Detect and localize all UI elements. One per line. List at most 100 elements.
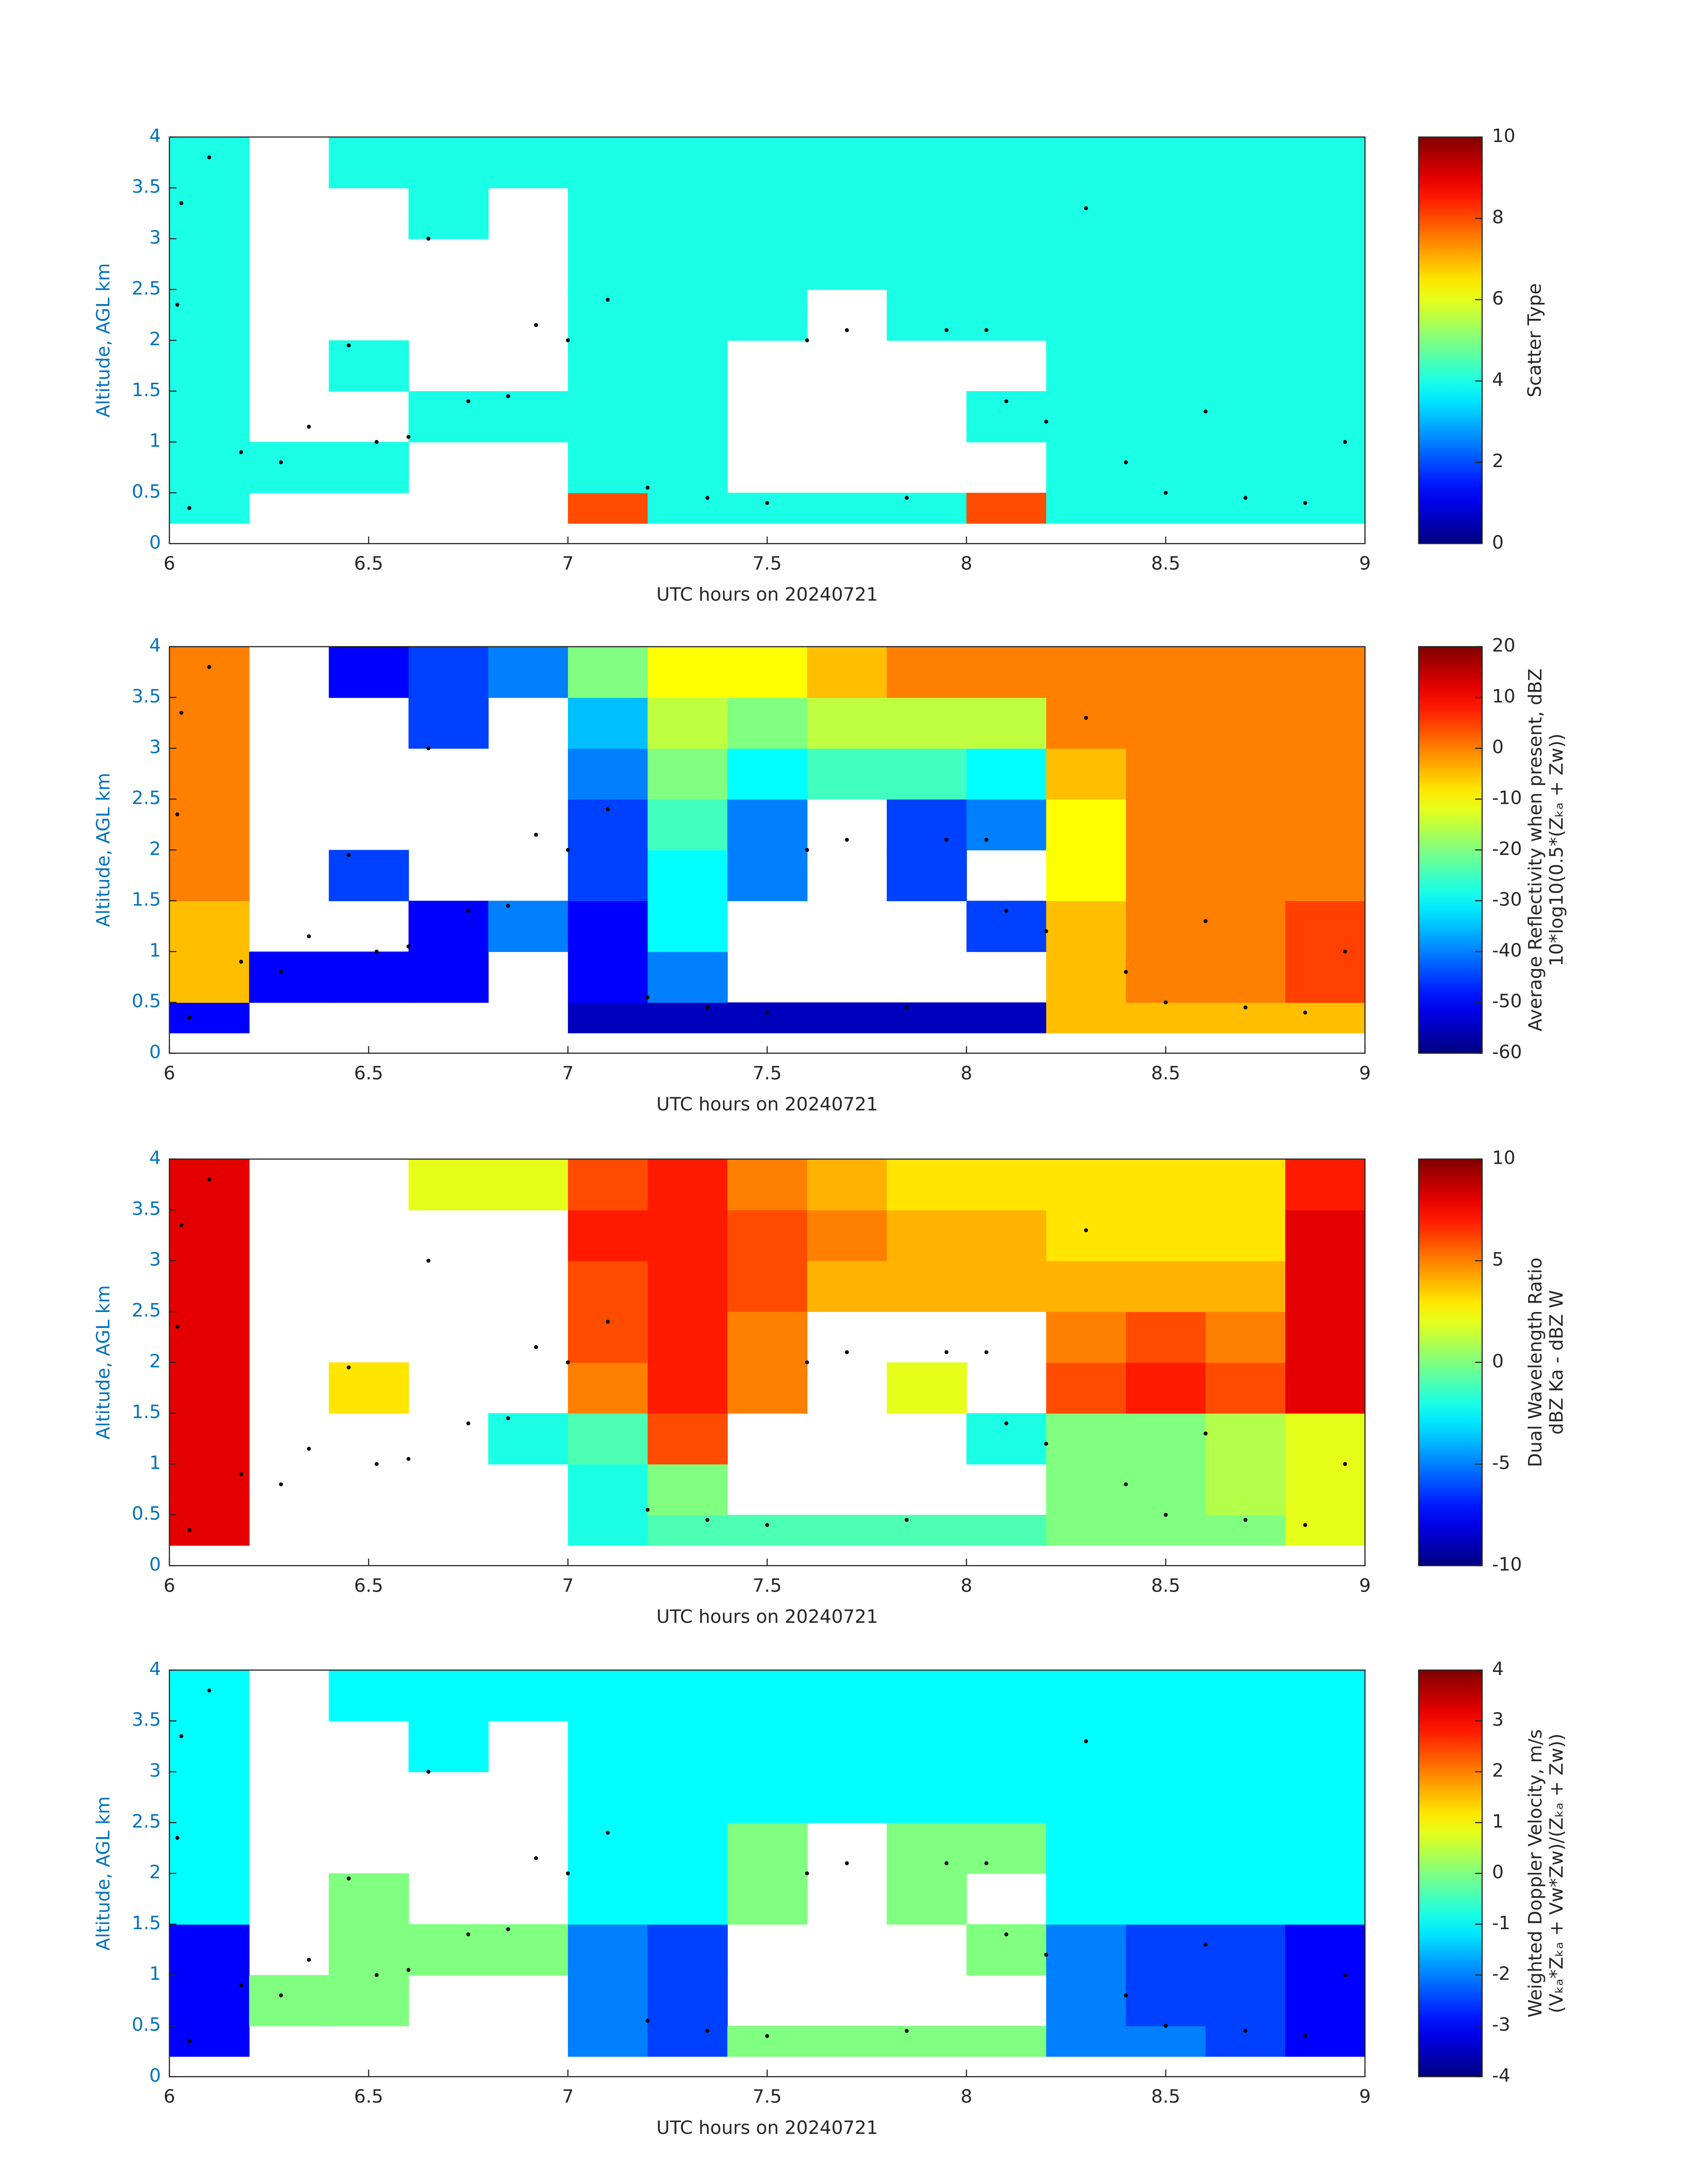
y-tick-label: 3.5 bbox=[132, 176, 161, 197]
heat-cell bbox=[408, 1924, 489, 1976]
dot bbox=[944, 328, 949, 332]
heat-cell bbox=[408, 1721, 489, 1772]
heat-cell bbox=[1285, 1362, 1366, 1414]
x-tick-label: 8 bbox=[960, 2086, 972, 2107]
heat-cell bbox=[886, 1670, 967, 1722]
heat-cell bbox=[886, 1822, 967, 1874]
colorbar-label: Scatter Type bbox=[1524, 283, 1545, 397]
heat-cell bbox=[1126, 1822, 1206, 1874]
dot bbox=[1123, 460, 1128, 464]
heat-cell bbox=[1126, 1464, 1206, 1516]
y-tick-label: 2 bbox=[149, 328, 161, 350]
heat-cell bbox=[169, 1975, 250, 2027]
colorbar-tick-label: 4 bbox=[1492, 369, 1503, 390]
y-tick-label: 3.5 bbox=[132, 1198, 161, 1219]
dot bbox=[1004, 909, 1009, 913]
dot bbox=[179, 1734, 184, 1738]
dot bbox=[1004, 1421, 1009, 1425]
colorbar-tick-label: 3 bbox=[1492, 1709, 1503, 1730]
heat-cell bbox=[886, 647, 967, 698]
dot bbox=[239, 1472, 243, 1476]
heat-cell bbox=[1205, 188, 1286, 239]
heat-cell bbox=[647, 1413, 728, 1465]
heat-cell bbox=[408, 188, 489, 239]
dot bbox=[984, 1861, 989, 1865]
heat-cell bbox=[408, 697, 489, 749]
heat-cell bbox=[568, 1261, 648, 1312]
dot bbox=[406, 944, 411, 949]
heat-cell bbox=[727, 1873, 808, 1925]
dot bbox=[279, 969, 283, 974]
heat-cell bbox=[1285, 1159, 1366, 1211]
colorbar-label: Dual Wavelength Ratio bbox=[1524, 1258, 1546, 1467]
heat-cell bbox=[249, 442, 330, 493]
heat-cell bbox=[966, 647, 1047, 698]
colorbar-tick-label: -2 bbox=[1492, 1963, 1510, 1985]
x-axis-label: UTC hours on 20240721 bbox=[656, 1093, 878, 1115]
heat-cell bbox=[647, 901, 728, 952]
heat-cell bbox=[886, 1002, 967, 1033]
x-tick-label: 7 bbox=[562, 1575, 574, 1596]
heat-cell bbox=[1285, 493, 1366, 524]
heat-cell bbox=[488, 1924, 568, 1976]
heat-cell bbox=[1126, 1362, 1206, 1414]
heat-cell bbox=[169, 1873, 250, 1925]
heat-cell bbox=[1046, 340, 1127, 392]
heat-cell bbox=[1126, 391, 1206, 443]
heat-cell bbox=[1205, 901, 1286, 952]
heat-cell bbox=[1285, 1873, 1366, 1925]
heat-cell bbox=[568, 2026, 648, 2057]
heat-cell bbox=[727, 1362, 808, 1414]
dot bbox=[179, 201, 184, 205]
heat-cell bbox=[807, 1002, 887, 1033]
heat-cell bbox=[568, 1670, 648, 1722]
heat-cell bbox=[647, 2026, 728, 2057]
dot bbox=[944, 838, 949, 842]
dot bbox=[375, 440, 379, 444]
heat-cell bbox=[807, 137, 887, 188]
heat-cell bbox=[1046, 850, 1127, 902]
heat-cell bbox=[249, 951, 330, 1003]
heat-cell bbox=[169, 1721, 250, 1772]
y-tick-label: 1 bbox=[149, 430, 161, 451]
heat-cell bbox=[568, 647, 648, 698]
dot bbox=[1243, 1518, 1248, 1522]
heat-cell bbox=[568, 1413, 648, 1465]
heat-cell bbox=[408, 901, 489, 952]
dot bbox=[207, 1177, 212, 1182]
dot bbox=[1303, 2034, 1307, 2038]
heat-cell bbox=[408, 391, 489, 443]
heat-cell bbox=[727, 1261, 808, 1312]
heat-cell bbox=[1205, 340, 1286, 392]
heat-cell bbox=[568, 1975, 648, 2027]
colorbar-tick-label: 20 bbox=[1492, 635, 1515, 656]
heat-cell bbox=[1126, 1210, 1206, 1262]
dot bbox=[239, 450, 243, 454]
heat-cell bbox=[169, 289, 250, 341]
colorbar bbox=[1418, 136, 1483, 544]
dot bbox=[1303, 1011, 1307, 1015]
heat-cell bbox=[727, 799, 808, 851]
heat-cell bbox=[1285, 1261, 1366, 1312]
x-tick-label: 6.5 bbox=[354, 1575, 383, 1596]
heat-cell bbox=[647, 238, 728, 290]
colorbar bbox=[1418, 1158, 1483, 1567]
y-tick-label: 3.5 bbox=[132, 685, 161, 707]
heat-cell bbox=[1126, 1670, 1206, 1722]
dot bbox=[307, 1446, 311, 1451]
heat-cell bbox=[1205, 697, 1286, 749]
heat-cell bbox=[169, 238, 250, 290]
heat-cell bbox=[1205, 1261, 1286, 1312]
dot bbox=[426, 237, 430, 241]
heat-cell bbox=[169, 340, 250, 392]
dot bbox=[705, 1005, 710, 1010]
heat-cell bbox=[408, 137, 489, 188]
dot bbox=[1084, 1228, 1088, 1233]
heat-cell bbox=[1126, 1413, 1206, 1465]
x-tick-label: 7 bbox=[562, 2086, 574, 2107]
heat-cell bbox=[647, 1975, 728, 2027]
heat-cell bbox=[1126, 1772, 1206, 1823]
heat-cell bbox=[1046, 1311, 1127, 1363]
dot bbox=[1243, 1005, 1248, 1010]
dot bbox=[805, 338, 809, 343]
